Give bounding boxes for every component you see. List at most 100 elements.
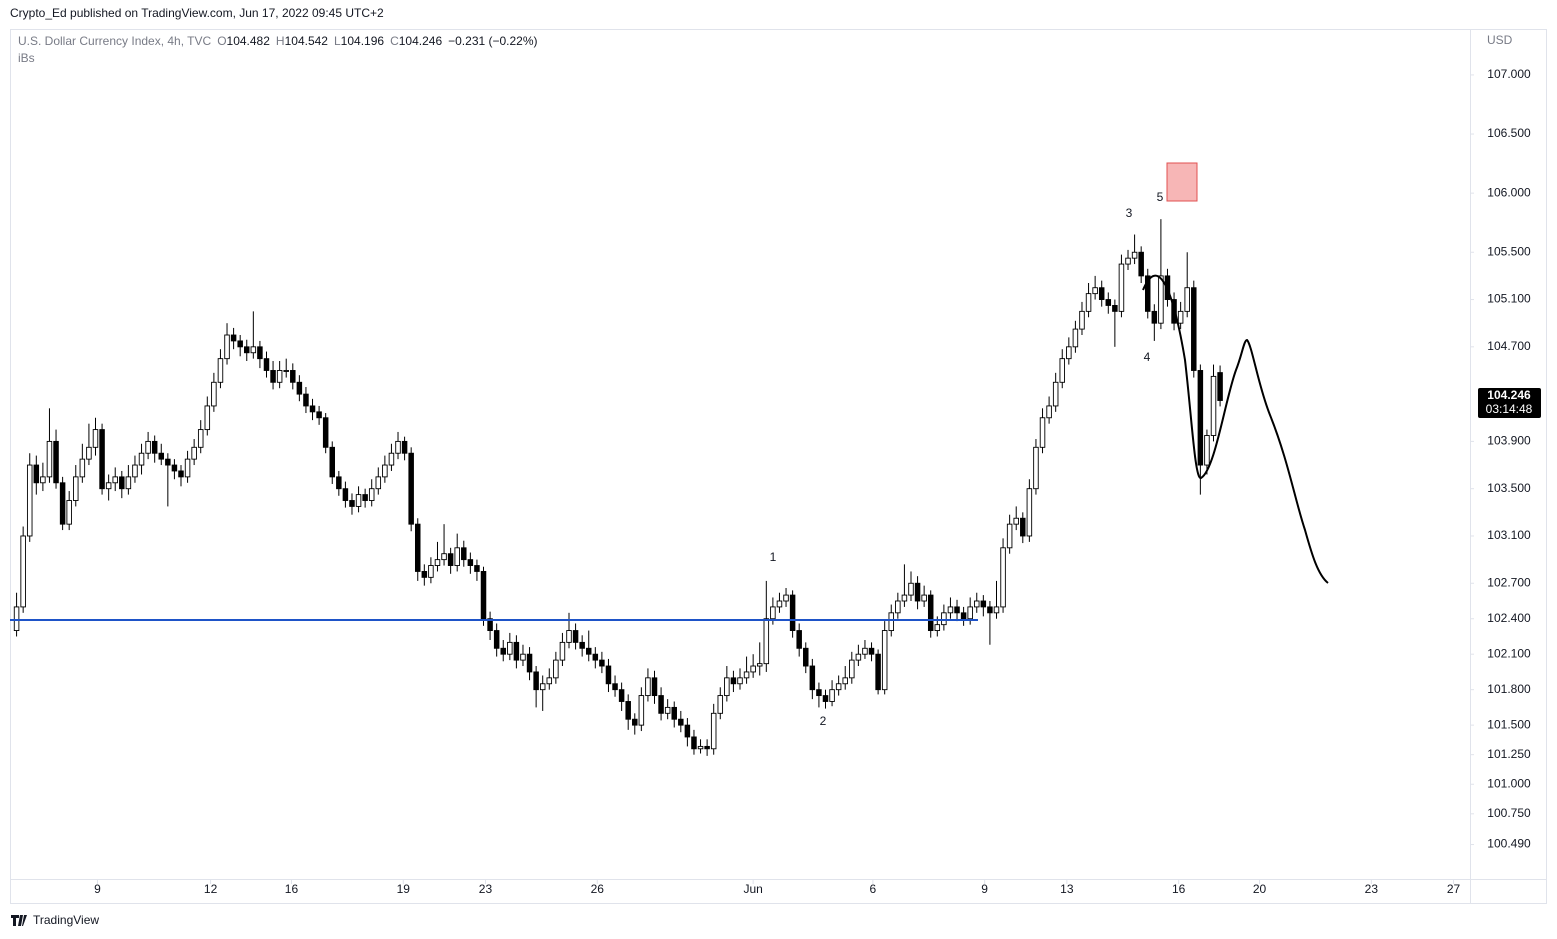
candle-body <box>151 440 158 454</box>
candle-body <box>329 446 336 478</box>
c-value: 104.246 <box>399 34 443 48</box>
candle-body <box>664 706 671 714</box>
candle-body <box>191 446 197 460</box>
x-tick-label: Jun <box>743 882 762 896</box>
candle-body <box>796 630 802 649</box>
candle-body <box>724 677 730 697</box>
candle-body <box>1020 517 1026 537</box>
candle-body <box>980 600 987 608</box>
candle-body <box>447 553 454 566</box>
x-tick-label: 19 <box>397 882 411 896</box>
candle-body <box>1059 358 1066 383</box>
candle-body <box>671 706 677 720</box>
candle-body <box>1079 310 1085 330</box>
candle-body <box>132 464 138 478</box>
candle-body <box>914 582 921 602</box>
x-tick-label: 27 <box>1447 882 1461 896</box>
candle-body <box>1072 328 1079 348</box>
y-tick-label: 103.900 <box>1487 434 1531 448</box>
candle-body <box>336 476 342 490</box>
y-tick-label: 102.700 <box>1487 575 1531 589</box>
candle-body <box>1092 287 1098 295</box>
candle-body <box>434 559 441 566</box>
candle-body <box>40 476 46 484</box>
candle-body <box>158 452 165 460</box>
wave-label: 3 <box>1126 206 1133 220</box>
candle-body <box>849 659 855 679</box>
candle-body <box>592 653 599 661</box>
y-tick-label: 101.000 <box>1487 776 1531 790</box>
candle-body <box>875 653 881 691</box>
candle-body <box>441 553 447 561</box>
candle-body <box>368 488 375 501</box>
l-value: 104.196 <box>341 34 385 48</box>
candle-body <box>638 695 645 726</box>
candle-body <box>105 482 112 490</box>
candle-body <box>1118 263 1125 312</box>
candle-body <box>691 736 697 750</box>
candle-body <box>487 618 493 632</box>
x-tick-label: 16 <box>285 882 299 896</box>
candle-body <box>829 689 835 702</box>
candle-body <box>428 565 434 578</box>
candle-body <box>1204 435 1210 466</box>
candle-body <box>908 582 914 596</box>
candle-body <box>1158 275 1164 324</box>
candle-body <box>717 695 724 714</box>
candle-body <box>230 334 237 342</box>
candle-body <box>632 718 638 726</box>
candle-body <box>803 647 809 667</box>
candle-body <box>1217 372 1223 401</box>
candle-body <box>211 381 217 407</box>
candle-body <box>316 411 322 419</box>
candle-body <box>119 476 125 490</box>
candle-body <box>710 712 717 750</box>
candle-body <box>401 440 408 454</box>
candle-body <box>658 695 664 714</box>
candle-body <box>533 671 539 691</box>
y-tick-label: 101.800 <box>1487 682 1531 696</box>
candle-body <box>303 393 309 407</box>
projection-path <box>1142 274 1329 584</box>
candle-body <box>1026 488 1033 537</box>
candle-body <box>579 641 585 649</box>
indicator: iBs <box>18 51 35 65</box>
y-tick-label: 106.000 <box>1487 185 1531 199</box>
candle-body <box>1000 547 1006 608</box>
candle-body <box>1138 251 1144 277</box>
candle-body <box>1039 417 1046 448</box>
candle-body <box>862 647 868 655</box>
candle-body <box>770 606 776 620</box>
candle-body <box>257 346 263 360</box>
candle-body <box>59 482 66 525</box>
candle-body <box>559 641 566 661</box>
y-tick-label: 105.500 <box>1487 244 1531 258</box>
candle-body <box>934 624 941 632</box>
candle-body <box>783 594 789 602</box>
l-label: L <box>334 34 341 48</box>
candle-body <box>553 659 559 679</box>
candle-body <box>947 606 954 614</box>
candle-body <box>1112 305 1118 312</box>
o-label: O <box>217 34 226 48</box>
candle-body <box>1098 287 1105 300</box>
y-tick-label: 103.100 <box>1487 528 1531 542</box>
candle-body <box>342 488 349 501</box>
candle-body <box>822 695 829 702</box>
x-tick-label: 26 <box>591 882 605 896</box>
candle-body <box>467 559 474 566</box>
candle-body <box>250 346 257 354</box>
candle-body <box>204 405 211 431</box>
plot <box>13 219 1223 756</box>
candle-body <box>605 665 612 685</box>
candle-body <box>263 358 270 371</box>
candle-body <box>454 547 460 566</box>
candle-body <box>776 600 783 608</box>
publisher: Crypto_Ed published on TradingView.com, … <box>10 6 384 20</box>
candle-body <box>888 612 895 632</box>
candle-body <box>921 594 927 602</box>
candle-body <box>1013 517 1019 525</box>
candle-body <box>960 612 967 620</box>
x-tick-label: 20 <box>1253 882 1267 896</box>
x-tick-label: 16 <box>1172 882 1186 896</box>
